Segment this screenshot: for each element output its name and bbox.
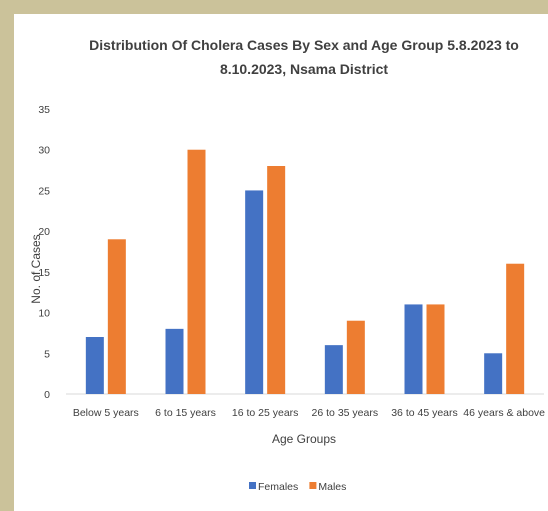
y-tick-label: 30 xyxy=(38,145,50,157)
bar-chart: Distribution Of Cholera Cases By Sex and… xyxy=(29,37,545,493)
x-tick-label: 46 years & above xyxy=(463,407,545,419)
bar-males xyxy=(187,149,206,394)
x-tick-label: Below 5 years xyxy=(73,407,139,419)
bar-females xyxy=(165,328,184,394)
y-tick-label: 0 xyxy=(44,389,50,401)
x-tick-label: 16 to 25 years xyxy=(232,407,299,419)
x-axis-title: Age Groups xyxy=(272,432,336,446)
x-tick-label: 6 to 15 years xyxy=(155,407,216,419)
x-tick-label: 36 to 45 years xyxy=(391,407,458,419)
chart-title-line-1: Distribution Of Cholera Cases By Sex and… xyxy=(89,37,519,53)
y-axis-title: No. of Cases xyxy=(29,234,43,303)
y-tick-label: 10 xyxy=(38,308,50,320)
y-tick-label: 20 xyxy=(38,226,50,238)
bar-males xyxy=(267,166,286,394)
bar-females xyxy=(484,353,503,394)
bar-females xyxy=(85,337,104,394)
x-axis-ticks: Below 5 years 6 to 15 years 16 to 25 years… xyxy=(73,407,545,419)
y-axis-ticks: 0 5 10 15 20 25 30 35 xyxy=(38,104,50,401)
x-tick-label: 26 to 35 years xyxy=(312,407,379,419)
y-tick-label: 25 xyxy=(38,185,50,197)
bar-males xyxy=(346,320,365,394)
bar-males xyxy=(107,239,126,394)
legend-label-females: Females xyxy=(258,481,298,493)
bar-males xyxy=(506,263,525,394)
bar-females xyxy=(324,345,343,394)
y-tick-label: 35 xyxy=(38,104,50,116)
y-tick-label: 5 xyxy=(44,348,50,360)
legend: Females Males xyxy=(249,481,346,493)
legend-swatch-males xyxy=(309,482,317,489)
bar-males xyxy=(426,304,445,394)
chart-title-line-2: 8.10.2023, Nsama District xyxy=(220,61,388,77)
y-tick-label: 15 xyxy=(38,267,50,279)
legend-swatch-females xyxy=(249,482,256,489)
bar-females xyxy=(245,190,264,394)
bars-group xyxy=(85,149,525,394)
bar-females xyxy=(404,304,423,394)
legend-label-males: Males xyxy=(318,481,346,493)
chart-container: Distribution Of Cholera Cases By Sex and… xyxy=(14,14,548,511)
